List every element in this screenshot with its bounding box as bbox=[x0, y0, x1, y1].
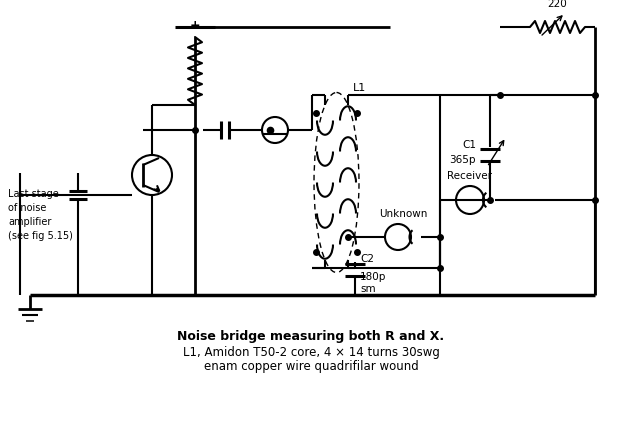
Text: C1: C1 bbox=[462, 140, 476, 150]
Text: Noise bridge measuring both R and X.: Noise bridge measuring both R and X. bbox=[178, 330, 445, 343]
Text: 365p: 365p bbox=[450, 155, 476, 165]
Text: L1, Amidon T50-2 core, 4 × 14 turns 30swg: L1, Amidon T50-2 core, 4 × 14 turns 30sw… bbox=[183, 346, 439, 359]
Text: 220: 220 bbox=[547, 0, 567, 9]
Text: L1: L1 bbox=[353, 83, 366, 93]
Text: 180p: 180p bbox=[360, 272, 386, 282]
Text: sm: sm bbox=[360, 284, 376, 294]
Text: Receiver: Receiver bbox=[447, 171, 493, 181]
Text: +: + bbox=[189, 19, 201, 32]
Text: Last stage
of noise
amplifier
(see fig 5.15): Last stage of noise amplifier (see fig 5… bbox=[8, 189, 73, 241]
Text: Unknown: Unknown bbox=[379, 209, 427, 219]
Text: C2: C2 bbox=[360, 254, 374, 264]
Text: enam copper wire quadrifilar wound: enam copper wire quadrifilar wound bbox=[204, 360, 419, 373]
